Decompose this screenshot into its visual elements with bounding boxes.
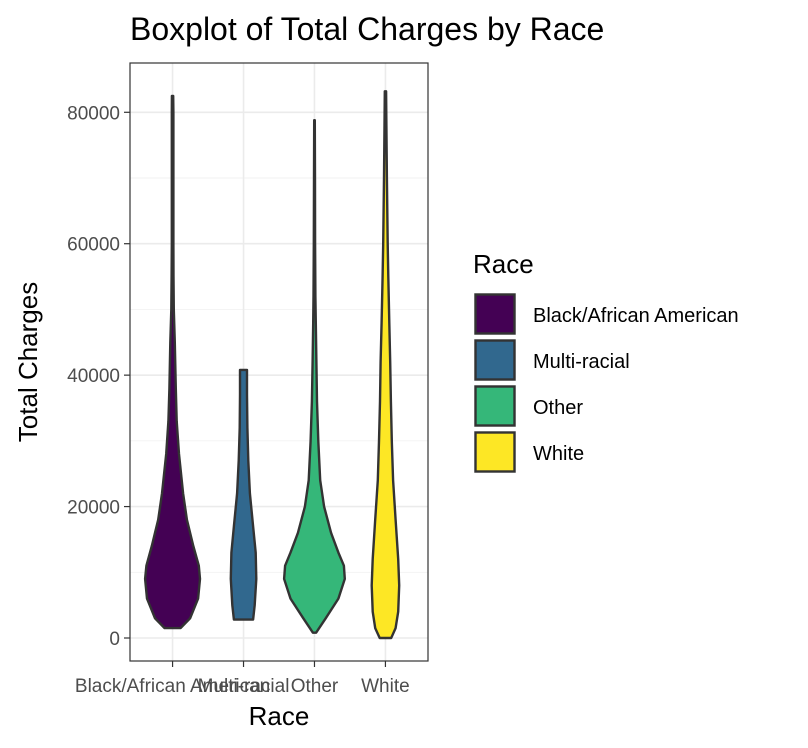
x-tick-label: White [361,676,410,697]
violin-black-african-american [143,94,202,630]
legend-swatch [474,293,516,335]
x-axis-title: Race [249,701,310,731]
x-tick-label: Multi-racial [198,676,290,697]
legend-label: Multi-racial [533,351,630,373]
y-tick-label: 40000 [67,366,120,387]
violin-other [282,119,346,634]
violin-multi-racial [229,368,258,621]
y-tick-label: 20000 [67,498,120,519]
y-tick-label: 60000 [67,235,120,256]
legend-label: Black/African American [533,305,739,327]
x-tick-label: Other [291,676,339,697]
y-tick-label: 80000 [67,103,120,124]
y-axis: 0 20000 40000 60000 80000 [67,103,130,650]
plot-panel-border [129,62,429,662]
legend-label: Other [533,397,583,419]
x-tick-label: Black/African American [75,676,270,697]
legend-swatch [474,431,516,473]
y-axis-title: Total Charges [13,282,43,442]
y-tick-label: 0 [109,629,120,650]
legend-swatch [474,385,516,427]
legend-title: Race [473,249,534,279]
violins [143,90,401,640]
legend: Race Black/African American Multi-racial O… [473,249,739,473]
chart-title: Boxplot of Total Charges by Race [130,11,604,47]
legend-swatch [474,339,516,381]
legend-label: White [533,443,584,465]
violin-white [370,90,401,640]
